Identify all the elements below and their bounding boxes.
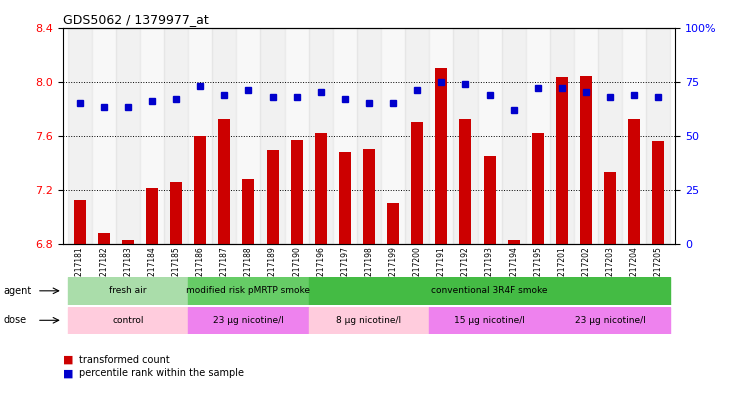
Text: fresh air: fresh air: [109, 286, 147, 295]
Bar: [116, 28, 140, 244]
Bar: [285, 28, 308, 244]
Bar: [97, 233, 110, 244]
Bar: [532, 133, 544, 244]
Bar: [308, 277, 670, 305]
Bar: [308, 307, 430, 334]
Bar: [430, 307, 550, 334]
Bar: [188, 277, 308, 305]
Bar: [357, 28, 381, 244]
Bar: [435, 68, 447, 244]
Text: 23 μg nicotine/l: 23 μg nicotine/l: [213, 316, 284, 325]
Bar: [502, 28, 525, 244]
Bar: [188, 28, 213, 244]
Text: transformed count: transformed count: [79, 354, 170, 365]
Bar: [508, 240, 520, 244]
Bar: [92, 28, 116, 244]
Bar: [140, 28, 164, 244]
Text: control: control: [112, 316, 144, 325]
Bar: [646, 28, 670, 244]
Bar: [170, 182, 182, 244]
Bar: [604, 172, 616, 244]
Bar: [598, 28, 622, 244]
Bar: [652, 141, 664, 244]
Bar: [556, 77, 568, 244]
Bar: [68, 28, 92, 244]
Text: 23 μg nicotine/l: 23 μg nicotine/l: [575, 316, 646, 325]
Bar: [381, 28, 405, 244]
Bar: [477, 28, 502, 244]
Bar: [460, 119, 472, 244]
Bar: [580, 76, 592, 244]
Bar: [363, 149, 375, 244]
Text: modified risk pMRTP smoke: modified risk pMRTP smoke: [187, 286, 311, 295]
Bar: [122, 240, 134, 244]
Bar: [146, 188, 158, 244]
Bar: [194, 136, 206, 244]
Bar: [261, 28, 285, 244]
Bar: [218, 119, 230, 244]
Bar: [266, 151, 278, 244]
Text: 8 μg nicotine/l: 8 μg nicotine/l: [337, 316, 401, 325]
Bar: [622, 28, 646, 244]
Text: conventional 3R4F smoke: conventional 3R4F smoke: [431, 286, 548, 295]
Bar: [188, 307, 308, 334]
Bar: [314, 133, 327, 244]
Bar: [387, 203, 399, 244]
Bar: [453, 28, 477, 244]
Bar: [68, 307, 188, 334]
Bar: [74, 200, 86, 244]
Bar: [574, 28, 598, 244]
Bar: [550, 28, 574, 244]
Bar: [68, 277, 188, 305]
Text: GDS5062 / 1379977_at: GDS5062 / 1379977_at: [63, 13, 208, 26]
Text: 15 μg nicotine/l: 15 μg nicotine/l: [454, 316, 525, 325]
Text: ■: ■: [63, 368, 73, 378]
Bar: [483, 156, 496, 244]
Bar: [308, 28, 333, 244]
Bar: [430, 28, 453, 244]
Bar: [213, 28, 236, 244]
Bar: [628, 119, 641, 244]
Bar: [411, 122, 424, 244]
Bar: [164, 28, 188, 244]
Bar: [550, 307, 670, 334]
Bar: [405, 28, 430, 244]
Bar: [339, 152, 351, 244]
Bar: [525, 28, 550, 244]
Text: dose: dose: [4, 315, 27, 325]
Text: agent: agent: [4, 286, 32, 296]
Bar: [236, 28, 261, 244]
Text: percentile rank within the sample: percentile rank within the sample: [79, 368, 244, 378]
Bar: [291, 140, 303, 244]
Bar: [333, 28, 357, 244]
Text: ■: ■: [63, 354, 73, 365]
Bar: [242, 179, 255, 244]
